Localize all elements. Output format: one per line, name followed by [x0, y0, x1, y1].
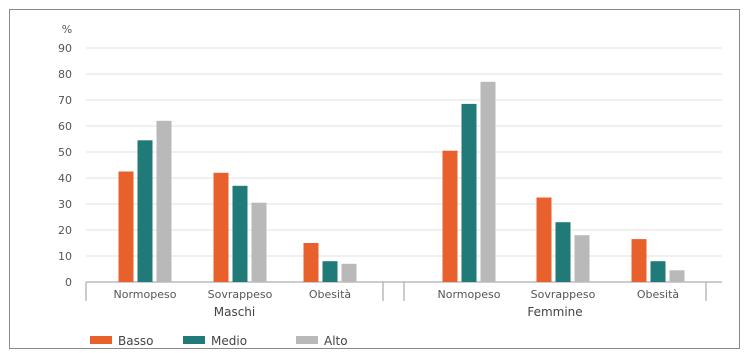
bar [461, 103, 477, 283]
bar [442, 150, 458, 282]
bar [341, 263, 357, 282]
y-tick-label: 0 [65, 276, 72, 289]
y-tick-label: 40 [58, 172, 72, 185]
x-tick-label: Obesità [637, 288, 679, 301]
bar [251, 202, 267, 282]
bar [322, 261, 338, 282]
legend-label: Medio [211, 334, 247, 348]
bar [156, 120, 172, 282]
y-axis-ticks: 0 10 20 30 40 50 60 70 80 90 [58, 42, 72, 289]
x-tick-label: Obesità [309, 288, 351, 301]
bar [555, 222, 571, 282]
legend-swatch [296, 336, 318, 344]
y-tick-label: 60 [58, 120, 72, 133]
bar [650, 261, 666, 282]
x-group-label: Maschi [214, 305, 256, 319]
bar [213, 172, 229, 282]
legend-swatch [90, 336, 112, 344]
bar [118, 171, 134, 282]
bar [303, 243, 319, 282]
x-tick-label: Sovrappeso [531, 288, 596, 301]
y-tick-label: 70 [58, 94, 72, 107]
y-axis-label: % [62, 23, 72, 36]
bar [232, 185, 248, 282]
legend-label: Alto [324, 334, 348, 348]
bar [574, 235, 590, 282]
x-axis: Normopeso Sovrappeso Obesità Normopeso Sovra… [85, 281, 707, 319]
legend-swatch [183, 336, 205, 344]
bar [669, 270, 685, 282]
x-tick-label: Normopeso [114, 288, 177, 301]
y-tick-label: 10 [58, 250, 72, 263]
bars [118, 81, 685, 283]
bar [631, 239, 647, 282]
y-tick-label: 50 [58, 146, 72, 159]
y-tick-label: 20 [58, 224, 72, 237]
bar [536, 197, 552, 282]
bar [480, 81, 496, 282]
legend: Basso Medio Alto [90, 334, 348, 348]
gridlines [86, 47, 722, 283]
legend-label: Basso [118, 334, 153, 348]
x-tick-label: Normopeso [438, 288, 501, 301]
y-tick-label: 30 [58, 198, 72, 211]
y-tick-label: 90 [58, 42, 72, 55]
y-tick-label: 80 [58, 68, 72, 81]
x-tick-label: Sovrappeso [208, 288, 273, 301]
bar [137, 140, 153, 282]
x-group-label: Femmine [527, 305, 582, 319]
